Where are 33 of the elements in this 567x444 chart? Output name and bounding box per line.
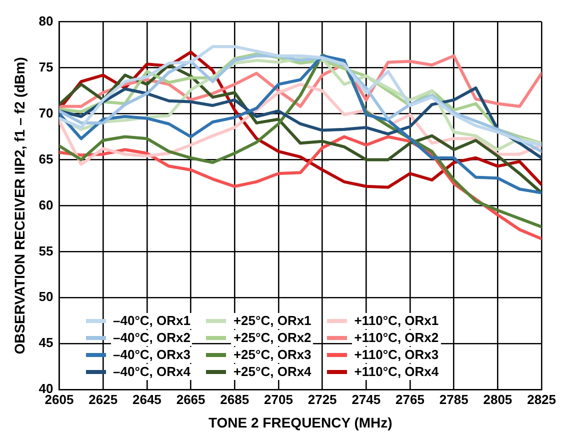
legend-label: +110°C, ORx3: [352, 347, 441, 363]
y-axis-title: OBSERVATION RECEIVER IIP2, f1 – f2 (dBm): [11, 57, 28, 354]
x-tick-label: 2765: [396, 392, 424, 407]
legend-label: –40°C, ORx3: [111, 347, 192, 363]
y-tick-label: 60: [38, 197, 54, 212]
legend-label: –40°C, ORx4: [111, 364, 192, 380]
y-tick-label: 70: [38, 105, 54, 120]
x-tick-label: 2645: [132, 392, 162, 407]
legend-label: +25°C, ORx3: [231, 347, 314, 363]
x-tick-label: 2825: [527, 392, 556, 407]
legend-label: +110°C, ORx1: [352, 313, 441, 329]
legend-label: –40°C, ORx1: [111, 313, 192, 329]
x-tick-label: 2745: [352, 392, 381, 407]
x-tick-label: 2725: [308, 392, 337, 407]
legend-label: –40°C, ORx2: [111, 330, 192, 346]
x-tick-label: 2665: [176, 392, 206, 407]
x-tick-label: 2805: [483, 392, 512, 407]
legend-label: +110°C, ORx4: [352, 364, 441, 380]
legend-label: +25°C, ORx4: [231, 364, 314, 380]
x-axis-title: TONE 2 FREQUENCY (MHz): [208, 414, 392, 430]
x-tick-label: 2785: [439, 392, 468, 407]
x-tick-label: 2705: [264, 392, 293, 407]
legend-label: +110°C, ORx2: [352, 330, 441, 346]
y-tick-label: 75: [38, 59, 54, 74]
y-tick-label: 50: [38, 289, 54, 304]
y-tick-label: 65: [38, 151, 54, 166]
y-tick-label: 80: [38, 13, 54, 28]
y-tick-label: 45: [38, 335, 54, 350]
x-tick-label: 2625: [88, 392, 118, 407]
x-tick-label: 2685: [220, 392, 250, 407]
legend-label: +25°C, ORx2: [231, 330, 314, 346]
legend-label: +25°C, ORx1: [231, 313, 314, 329]
y-tick-label: 55: [38, 243, 54, 258]
